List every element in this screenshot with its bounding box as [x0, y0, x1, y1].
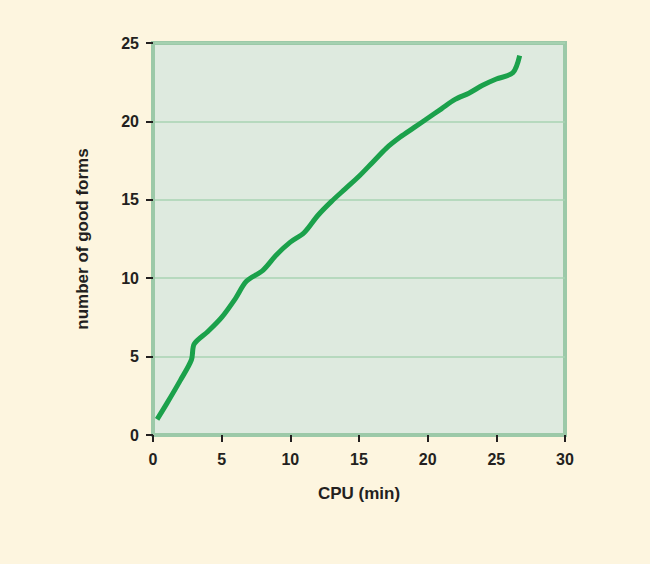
svg-text:15: 15 — [121, 191, 139, 208]
svg-text:number of good forms: number of good forms — [73, 148, 92, 329]
svg-text:5: 5 — [217, 451, 226, 468]
svg-text:0: 0 — [149, 451, 158, 468]
svg-text:0: 0 — [130, 427, 139, 444]
svg-text:10: 10 — [121, 270, 139, 287]
svg-text:20: 20 — [121, 113, 139, 130]
svg-text:20: 20 — [419, 451, 437, 468]
svg-text:10: 10 — [281, 451, 299, 468]
svg-text:30: 30 — [556, 451, 574, 468]
svg-text:25: 25 — [121, 35, 139, 52]
svg-text:15: 15 — [350, 451, 368, 468]
svg-text:5: 5 — [130, 348, 139, 365]
svg-text:25: 25 — [487, 451, 505, 468]
svg-text:CPU (min): CPU (min) — [318, 484, 400, 503]
